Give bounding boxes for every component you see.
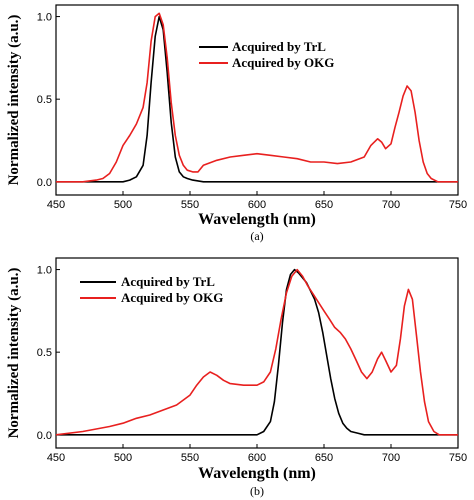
y-tick-labels: 0.0 0.5 1.0: [37, 12, 60, 189]
x-tick-label: 750: [449, 199, 467, 211]
x-tick-label: 500: [114, 452, 132, 464]
panel-b: 450 500 550 600 650 700 750 0.0 0.5 1.0 Waveleng…: [6, 257, 467, 498]
x-tick-label: 450: [47, 199, 65, 211]
x-tick-label: 600: [248, 199, 266, 211]
x-tick-label: 550: [181, 452, 199, 464]
x-tick-label: 650: [315, 452, 333, 464]
panel-label: (a): [250, 229, 263, 243]
legend-label-okg: Acquired by OKG: [232, 55, 334, 70]
x-tick-label: 600: [248, 452, 266, 464]
y-tick-label: 1.0: [37, 265, 52, 277]
x-axis-label: Wavelength (nm): [198, 211, 316, 228]
x-tick-label: 500: [114, 199, 132, 211]
panel-label: (b): [250, 484, 264, 498]
x-tick-label: 750: [449, 452, 467, 464]
y-tick-label: 1.0: [37, 12, 52, 24]
x-tick-label: 700: [382, 452, 400, 464]
series-group: [56, 12, 458, 183]
y-tick-label: 0.0: [37, 430, 52, 442]
y-axis-label: Normalized intensity (a.u.): [6, 268, 22, 439]
x-tick-label: 650: [315, 199, 333, 211]
x-tick-label: 700: [382, 199, 400, 211]
x-tick-labels: 450 500 550 600 650 700 750: [47, 444, 467, 464]
series-group: [55, 268, 458, 436]
plot-frame: [55, 4, 459, 196]
series-line: [56, 12, 458, 183]
x-axis-label: Wavelength (nm): [198, 465, 316, 482]
legend: Acquired by TrL Acquired by OKG: [199, 39, 334, 70]
panel-a: 450 500 550 600 650 700 750 0.0 0.5 1.0 Waveleng…: [6, 4, 467, 243]
x-tick-label: 550: [181, 199, 199, 211]
y-tick-label: 0.5: [37, 347, 52, 359]
legend-label-trl: Acquired by TrL: [121, 274, 215, 289]
legend-label-trl: Acquired by TrL: [232, 39, 326, 54]
y-tick-label: 0.0: [37, 177, 52, 189]
y-tick-labels: 0.0 0.5 1.0: [37, 265, 60, 442]
series-line: [55, 268, 458, 436]
x-tick-labels: 450 500 550 600 650 700 750: [47, 191, 467, 211]
legend-label-okg: Acquired by OKG: [121, 290, 223, 305]
x-tick-label: 450: [47, 452, 65, 464]
legend: Acquired by TrL Acquired by OKG: [80, 274, 223, 305]
y-tick-label: 0.5: [37, 94, 52, 106]
y-axis-label: Normalized intensity (a.u.): [6, 15, 22, 186]
series-line: [56, 15, 458, 183]
